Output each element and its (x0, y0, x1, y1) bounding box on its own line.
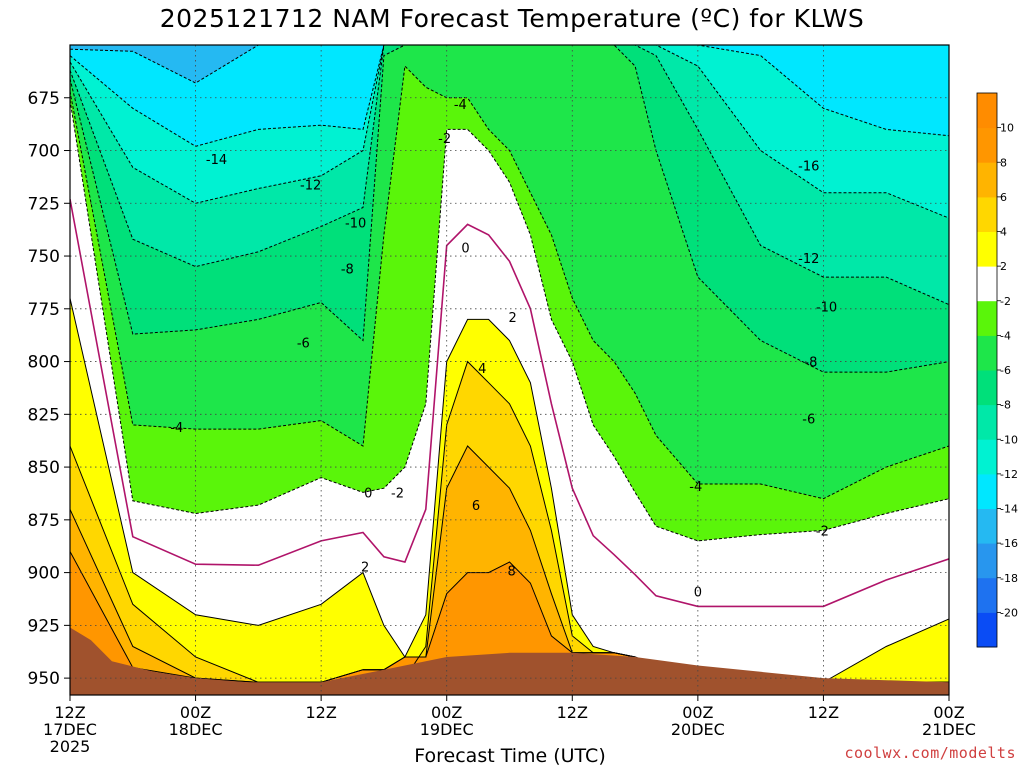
colorbar-bin (977, 335, 997, 371)
colorbar-label: -8 (1000, 399, 1011, 412)
x-axis-title: Forecast Time (UTC) (414, 745, 606, 767)
contour-label: 4 (478, 362, 486, 377)
contour-label: 0 (694, 586, 702, 601)
y-tick-label: 725 (28, 194, 60, 214)
colorbar-bin (977, 543, 997, 579)
colorbar-bin (977, 439, 997, 475)
x-tick-label: 20DEC (671, 720, 725, 739)
contour-label: -2 (391, 486, 404, 501)
y-tick-label: 900 (28, 564, 60, 584)
colorbar-label: -10 (1000, 433, 1018, 446)
contour-label: -10 (345, 216, 366, 231)
colorbar-label: -4 (1000, 329, 1011, 342)
chart-title: 2025121712 NAM Forecast Temperature (ºC)… (159, 4, 865, 33)
colorbar-label: -2 (1000, 295, 1011, 308)
x-tick-label: 00Z (682, 703, 713, 722)
colorbar-bin (977, 266, 997, 302)
colorbar-label: -16 (1000, 537, 1018, 550)
contour-label: 8 (507, 564, 515, 579)
x-tick-label: 12Z (557, 703, 588, 722)
contour-label: -4 (170, 421, 183, 436)
y-tick-label: 700 (28, 142, 60, 162)
y-tick-label: 825 (28, 405, 60, 425)
colorbar-label: 6 (1000, 191, 1007, 204)
colorbar-label: -14 (1000, 503, 1018, 516)
colorbar-label: -20 (1000, 606, 1018, 619)
colorbar-label: 8 (1000, 156, 1007, 169)
contour-label: -2 (816, 524, 829, 539)
x-tick-label: 17DEC (43, 720, 97, 739)
x-tick-label: 00Z (933, 703, 964, 722)
contour-iso_m4 (70, 65, 949, 500)
contour-label: 6 (472, 499, 480, 514)
colorbar-label: -6 (1000, 364, 1011, 377)
contour-label: 2 (361, 560, 369, 575)
contour-label: 0 (364, 486, 372, 501)
colorbar-label: -12 (1000, 468, 1018, 481)
contour-label: -6 (297, 337, 310, 352)
x-tick-label: 2025 (50, 737, 91, 756)
colorbar-label: 10 (1000, 122, 1014, 135)
x-tick-label: 12Z (54, 703, 85, 722)
contour-label: -4 (454, 98, 467, 113)
terrain (70, 627, 949, 695)
x-tick-label: 12Z (305, 703, 336, 722)
colorbar-bin (977, 508, 997, 544)
contour-label: -8 (341, 263, 354, 278)
colorbar-label: 2 (1000, 260, 1007, 273)
colorbar-bin (977, 577, 997, 613)
y-tick-label: 925 (28, 616, 60, 636)
y-tick-label: 775 (28, 300, 60, 320)
plot-frame (69, 44, 950, 696)
contour-label: -10 (816, 301, 837, 316)
y-tick-label: 800 (28, 353, 60, 373)
contour-label: -12 (798, 252, 819, 267)
x-tick-label: 21DEC (922, 720, 976, 739)
colorbar-bin (977, 127, 997, 163)
contour-label: -16 (798, 159, 819, 174)
contour-iso_m2 (70, 99, 949, 542)
y-tick-label: 850 (28, 458, 60, 478)
contour-label: 2 (508, 311, 516, 326)
colorbar-label: -18 (1000, 572, 1018, 585)
fill-band-iso_p8 (70, 551, 949, 695)
contour-label: -2 (438, 132, 451, 147)
contour-label: -14 (206, 153, 227, 168)
contour-label: 0 (461, 242, 469, 257)
colorbar-bin (977, 93, 997, 129)
contour-label: -4 (689, 480, 702, 495)
y-tick-label: 750 (28, 247, 60, 267)
x-tick-label: 12Z (808, 703, 839, 722)
contour-label: -8 (804, 356, 817, 371)
colorbar-bin (977, 162, 997, 198)
contour-label: -6 (802, 413, 815, 428)
x-tick-label: 18DEC (169, 720, 223, 739)
y-tick-label: 675 (28, 89, 60, 109)
x-tick-label: 19DEC (420, 720, 474, 739)
x-tick-label: 00Z (431, 703, 462, 722)
colorbar-bin (977, 196, 997, 232)
colorbar-bin (977, 370, 997, 406)
y-tick-label: 950 (28, 669, 60, 689)
colorbar-bin (977, 473, 997, 509)
colorbar-label: 4 (1000, 226, 1007, 239)
colorbar-bin (977, 231, 997, 267)
x-tick-label: 00Z (180, 703, 211, 722)
colorbar-bin (977, 300, 997, 336)
credit-text: coolwx.com/modelts (844, 744, 1016, 762)
y-tick-label: 875 (28, 511, 60, 531)
colorbar-bin (977, 404, 997, 440)
colorbar-bin (977, 612, 997, 648)
contour-label: -12 (300, 178, 321, 193)
